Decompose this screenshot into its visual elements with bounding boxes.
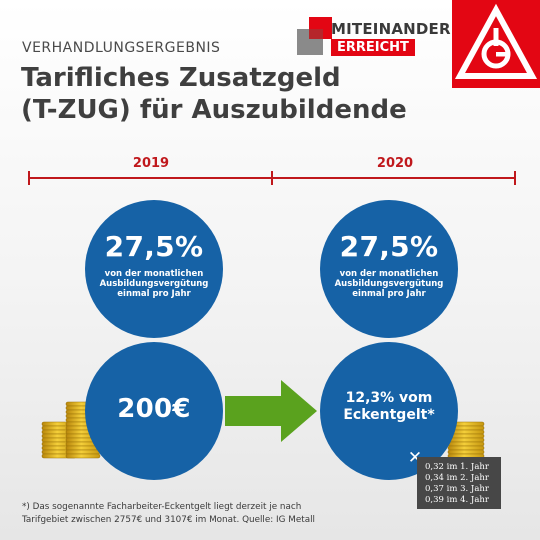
arrow-right-icon <box>225 380 317 442</box>
footnote-line-1: *) Das sogenannte Facharbeiter-Eckentgel… <box>22 502 302 512</box>
year-timeline: 2019 2020 <box>28 150 516 190</box>
circle-2019-percent: 27,5% von der monatlichen Ausbildungsver… <box>85 200 223 338</box>
year-label-2019: 2019 <box>132 156 170 171</box>
amount-2020-line-1: 12,3% vom <box>345 390 433 406</box>
desc-2019-line-1: von der monatlichen <box>104 269 204 279</box>
timeline-tick-middle <box>271 171 273 185</box>
info-line-1: 0,32 im 1. Jahr <box>425 462 489 472</box>
page-title: Tarifliches Zusatzgeld (T-ZUG) für Auszu… <box>21 62 407 126</box>
desc-2020: von der monatlichen Ausbildungsvergütung… <box>320 269 458 299</box>
timeline-tick-start <box>28 171 30 185</box>
circle-2020-percent: 27,5% von der monatlichen Ausbildungsver… <box>320 200 458 338</box>
circle-2019-amount: 200€ <box>85 342 223 480</box>
info-line-3: 0,37 im 3. Jahr <box>425 484 489 494</box>
campaign-logo: MITEINANDER ERREICHT <box>297 14 451 62</box>
desc-2020-line-1: von der monatlichen <box>339 269 439 279</box>
percent-2019: 27,5% <box>104 230 204 263</box>
info-line-4: 0,39 im 4. Jahr <box>425 495 489 505</box>
desc-2019: von der monatlichen Ausbildungsvergütung… <box>85 269 223 299</box>
amount-2020: 12,3% vom Eckentgelt* <box>320 390 458 424</box>
title-line-2: (T-ZUG) für Auszubildende <box>21 95 407 125</box>
desc-2019-line-2: Ausbildungsvergütung <box>99 279 209 289</box>
logo-square-overlap <box>309 29 323 39</box>
campaign-line-1: MITEINANDER <box>331 20 451 38</box>
title-line-1: Tarifliches Zusatzgeld <box>21 63 341 93</box>
eyebrow-label: VERHANDLUNGSERGEBNIS <box>22 40 221 56</box>
desc-2020-line-3: einmal pro Jahr <box>352 289 426 299</box>
timeline-tick-end <box>514 171 516 185</box>
footnote-line-2: Tarifgebiet zwischen 2757€ und 3107€ im … <box>22 515 315 525</box>
footnote: *) Das sogenannte Facharbeiter-Eckentgel… <box>22 501 402 527</box>
campaign-line-2: ERREICHT <box>331 39 415 56</box>
ig-metall-logo <box>452 0 540 88</box>
amount-2019: 200€ <box>117 394 191 424</box>
desc-2019-line-3: einmal pro Jahr <box>117 289 191 299</box>
desc-2020-line-2: Ausbildungsvergütung <box>334 279 444 289</box>
info-line-2: 0,34 im 2. Jahr <box>425 473 489 483</box>
percent-2020: 27,5% <box>339 230 439 263</box>
year-label-2020: 2020 <box>376 156 414 171</box>
info-tooltip: 0,32 im 1. Jahr 0,34 im 2. Jahr 0,37 im … <box>417 457 501 509</box>
amount-2020-line-2: Eckentgelt* <box>343 407 435 423</box>
